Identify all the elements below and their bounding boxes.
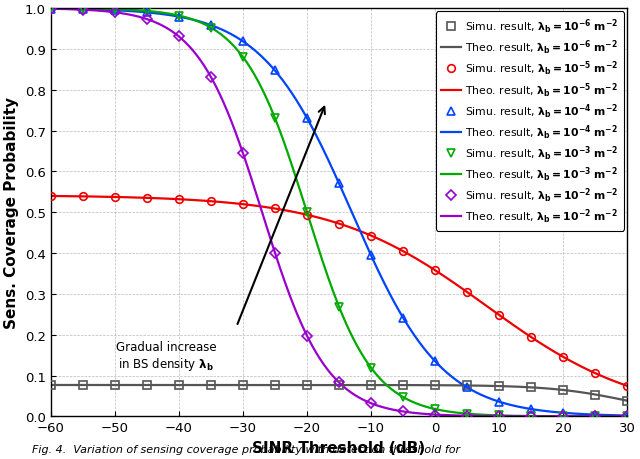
Text: Fig. 4.  Variation of sensing coverage probability with detection threshold for: Fig. 4. Variation of sensing coverage pr… — [32, 444, 460, 454]
Legend: Simu. result, $\mathbf{\lambda_b = 10^{-6}}$ $\mathbf{m^{-2}}$, Theo. result, $\: Simu. result, $\mathbf{\lambda_b = 10^{-… — [436, 12, 624, 231]
X-axis label: SINR Threshold (dB): SINR Threshold (dB) — [252, 440, 426, 455]
Text: Gradual increase
in BS density $\mathbf{\lambda_b}$: Gradual increase in BS density $\mathbf{… — [116, 340, 216, 373]
Y-axis label: Sens. Coverage Probability: Sens. Coverage Probability — [4, 97, 19, 329]
